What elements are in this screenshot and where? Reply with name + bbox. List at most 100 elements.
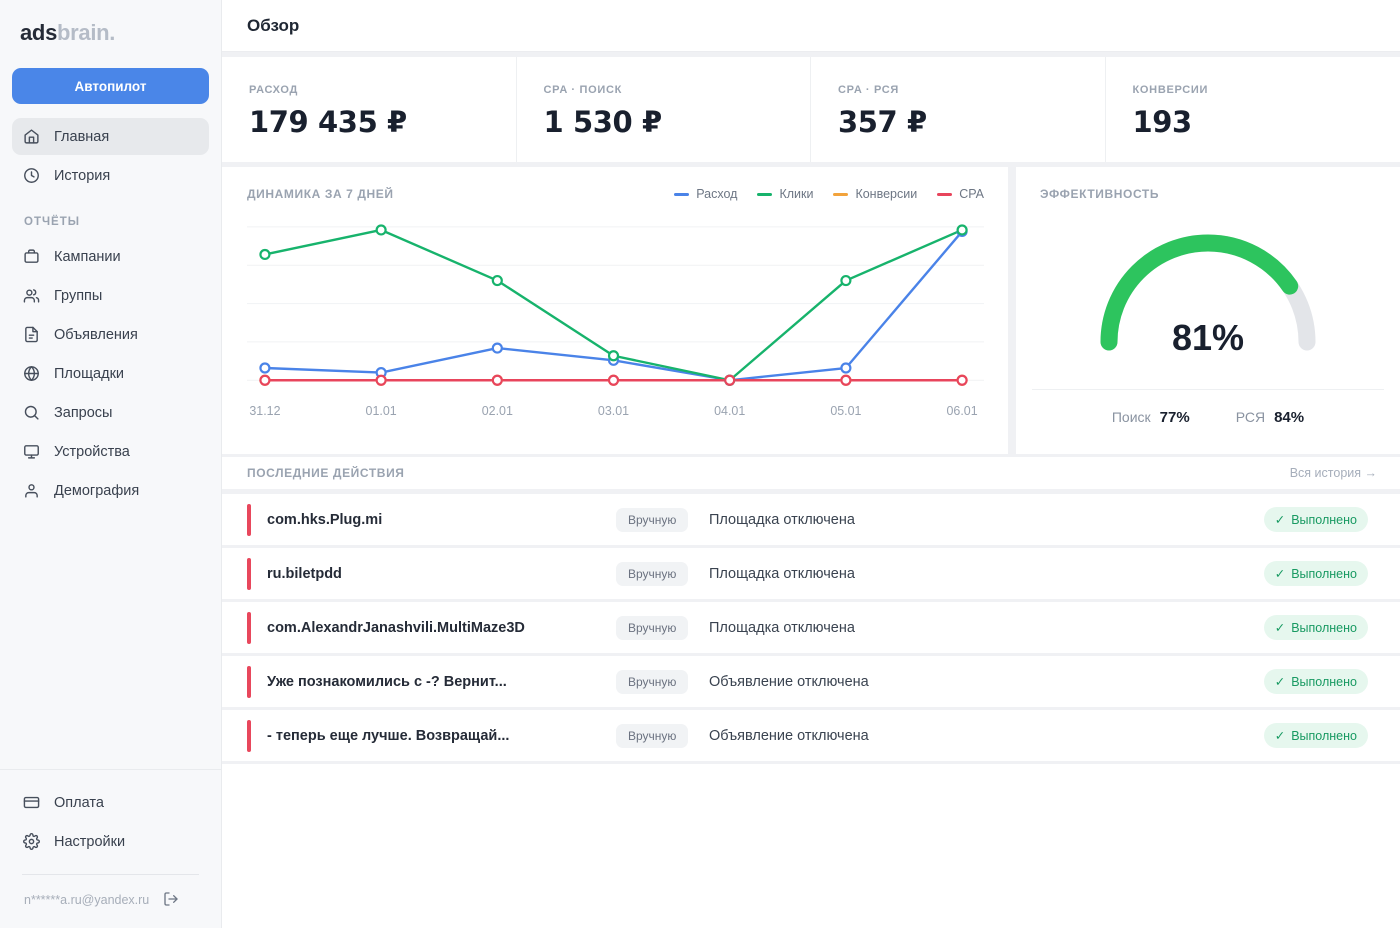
table-row[interactable]: com.hks.Plug.mi Вручную Площадка отключе…	[222, 494, 1400, 548]
sidebar-item-person[interactable]: Демография	[12, 472, 209, 509]
status-label: Выполнено	[1291, 728, 1357, 743]
sidebar-item-monitor[interactable]: Устройства	[12, 433, 209, 470]
row-mode-cell: Вручную	[616, 669, 709, 694]
svg-text:06.01: 06.01	[947, 404, 978, 418]
section-gap	[222, 489, 1400, 494]
check-icon: ✓	[1274, 621, 1286, 635]
status-label: Выполнено	[1291, 512, 1357, 527]
legend-swatch	[833, 192, 849, 196]
stat-value: 193	[1132, 105, 1193, 139]
table-row[interactable]: ru.biletpdd Вручную Площадка отключена ✓…	[222, 548, 1400, 602]
svg-text:02.01: 02.01	[482, 404, 513, 418]
stat-label: РАСХОД	[249, 84, 299, 96]
table-row[interactable]: com.AlexandrJanashvili.MultiMaze3D Вручн…	[222, 602, 1400, 656]
effectiveness-breakdown: Поиск 77% РСЯ 84%	[1032, 409, 1384, 426]
row-mode-cell: Вручную	[616, 561, 709, 586]
section-gap	[222, 454, 1400, 457]
row-action-text: Площадка отключена	[709, 511, 855, 528]
section-gap	[222, 52, 1400, 57]
status-label: Выполнено	[1291, 566, 1357, 581]
stat-card: CPA · РСЯ 357 ₽	[811, 57, 1106, 162]
legend-swatch	[757, 192, 773, 196]
svg-text:05.01: 05.01	[830, 404, 861, 418]
check-icon: ✓	[1274, 513, 1286, 527]
row-mode-cell: Вручную	[616, 507, 709, 532]
row-action-text: Площадка отключена	[709, 619, 855, 636]
mode-badge: Вручную	[616, 507, 689, 532]
row-name: - теперь еще лучше. Возвращай...	[267, 727, 510, 744]
breakdown-value: 84%	[1274, 409, 1305, 426]
monitor-icon	[23, 443, 41, 461]
check-icon: ✓	[1274, 675, 1286, 689]
log-out-icon[interactable]	[163, 891, 180, 908]
status-badge: ✓ Выполнено	[1263, 507, 1368, 532]
legend-item[interactable]: Расход	[674, 187, 737, 201]
stat-value: 357 ₽	[838, 105, 927, 139]
status-badge: ✓ Выполнено	[1263, 615, 1368, 640]
sidebar-item-label: Оплата	[54, 794, 104, 811]
section-gap	[222, 162, 1400, 167]
legend-item[interactable]: CPA	[937, 187, 984, 201]
sidebar-footer-nav: Оплата Настройки	[12, 784, 209, 860]
clock-icon	[23, 167, 41, 185]
sidebar-item-label: Площадки	[54, 365, 125, 382]
history-link[interactable]: Вся история →	[1289, 466, 1377, 480]
sidebar-item-users[interactable]: Группы	[12, 277, 209, 314]
stats-row: РАСХОД 179 435 ₽ CPA · ПОИСК 1 530 ₽ CPA ·…	[222, 57, 1400, 162]
sidebar-item-search[interactable]: Запросы	[12, 394, 209, 431]
sidebar-item-globe[interactable]: Площадки	[12, 355, 209, 392]
sidebar-item-credit-card[interactable]: Оплата	[12, 784, 209, 821]
legend-label: Клики	[779, 187, 814, 201]
sidebar-item-label: Группы	[54, 287, 103, 304]
stat-value: 179 435 ₽	[249, 105, 407, 139]
row-accent-bar	[247, 611, 251, 644]
sidebar-item-briefcase[interactable]: Кампании	[12, 238, 209, 275]
table-row[interactable]: Уже познакомились с -? Вернит... Вручную…	[222, 656, 1400, 710]
row-accent-bar	[247, 503, 251, 536]
sidebar-footer: Оплата Настройки n******a.ru@yandex.ru	[0, 769, 221, 928]
status-badge: ✓ Выполнено	[1263, 561, 1368, 586]
stat-value: 1 530 ₽	[543, 105, 663, 139]
svg-text:01.01: 01.01	[366, 404, 397, 418]
row-accent-bar	[247, 719, 251, 752]
person-icon	[23, 482, 41, 500]
file-icon	[23, 326, 41, 344]
row-name: com.hks.Plug.mi	[267, 511, 383, 528]
effectiveness-card: ЭФФЕКТИВНОСТЬ 81% Поиск 77% РСЯ 84%	[1016, 167, 1400, 454]
sidebar-item-file[interactable]: Объявления	[12, 316, 209, 353]
legend-item[interactable]: Клики	[757, 187, 813, 201]
account-email: n******a.ru@yandex.ru	[24, 892, 150, 907]
breakdown-label: РСЯ	[1235, 409, 1266, 425]
mode-badge: Вручную	[616, 561, 689, 586]
svg-text:04.01: 04.01	[714, 404, 745, 418]
sidebar-item-label: Устройства	[54, 443, 130, 460]
legend-item[interactable]: Конверсии	[833, 187, 917, 201]
sidebar-item-label: История	[54, 167, 111, 184]
row-accent-bar	[247, 665, 251, 698]
gear-icon	[23, 833, 41, 851]
users-icon	[23, 287, 41, 305]
row-name: com.AlexandrJanashvili.MultiMaze3D	[267, 619, 525, 636]
legend-label: CPA	[959, 187, 984, 201]
effectiveness-title: ЭФФЕКТИВНОСТЬ	[1040, 187, 1160, 201]
autopilot-button[interactable]: Автопилот	[12, 68, 209, 104]
sidebar-item-clock[interactable]: История	[12, 157, 209, 194]
table-row[interactable]: - теперь еще лучше. Возвращай... Вручную…	[222, 710, 1400, 764]
page-title: Обзор	[247, 15, 300, 35]
sidebar-item-gear[interactable]: Настройки	[12, 823, 209, 860]
status-badge: ✓ Выполнено	[1263, 723, 1368, 748]
briefcase-icon	[23, 248, 41, 266]
sidebar-item-label: Главная	[54, 128, 110, 145]
row-name: ru.biletpdd	[267, 565, 342, 582]
sidebar-section-label: ОТЧЁТЫ	[24, 216, 81, 228]
stat-card: CPA · ПОИСК 1 530 ₽	[516, 57, 811, 162]
sidebar-item-home[interactable]: Главная	[12, 118, 209, 155]
row-mode-cell: Вручную	[616, 723, 709, 748]
dynamics-title: ДИНАМИКА ЗА 7 ДНЕЙ	[247, 187, 394, 201]
effectiveness-value: 81%	[1171, 317, 1245, 358]
sidebar-main-nav: Главная История	[0, 118, 221, 194]
gauge-divider	[1032, 389, 1384, 390]
status-label: Выполнено	[1291, 620, 1357, 635]
legend-swatch	[674, 192, 690, 196]
